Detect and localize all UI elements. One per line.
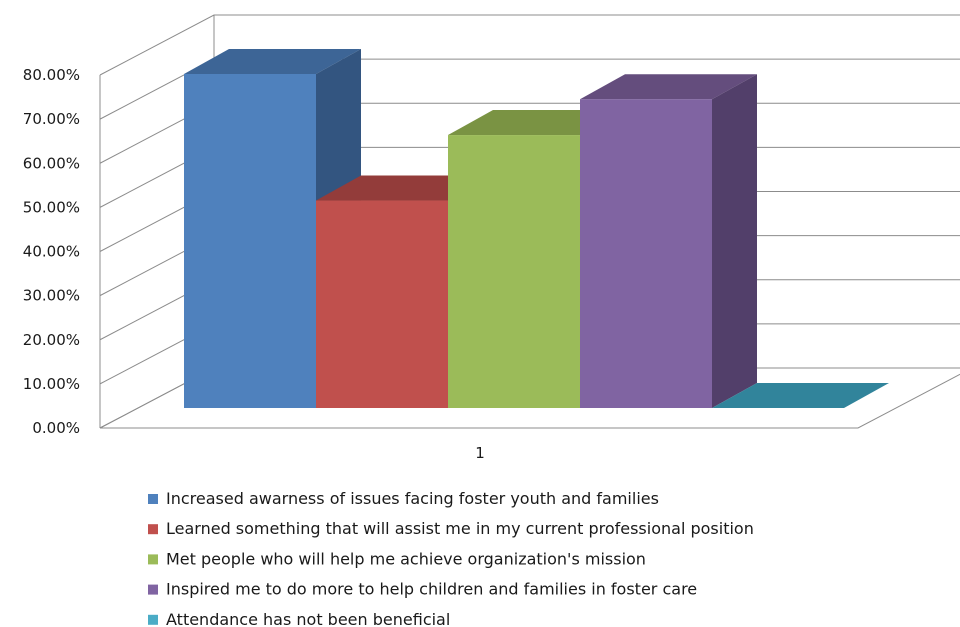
floor-edge bbox=[100, 373, 960, 429]
x-axis-tick-labels: 1 bbox=[475, 444, 485, 462]
legend-entry: Learned something that will assist me in… bbox=[148, 519, 754, 538]
legend-entry: Inspired me to do more to help children … bbox=[148, 580, 697, 599]
y-tick-label: 40.00% bbox=[23, 243, 80, 261]
bar-front-face bbox=[448, 135, 580, 408]
bar-5 bbox=[712, 383, 889, 408]
bar-front-face bbox=[580, 99, 712, 409]
legend-swatch bbox=[148, 494, 158, 504]
bar-front-face bbox=[316, 200, 448, 408]
legend-swatch bbox=[148, 524, 158, 535]
legend-label: Met people who will help me achieve orga… bbox=[166, 549, 646, 568]
legend-label: Increased awarness of issues facing fost… bbox=[166, 489, 659, 508]
legend-entry: Attendance has not been beneficial bbox=[148, 610, 450, 627]
y-axis-tick-labels: 0.00% 10.00% 20.00% 30.00% 40.00% 50.00% 60.00… bbox=[23, 66, 80, 437]
legend: Increased awarness of issues facing fost… bbox=[148, 489, 754, 627]
bar-top-face bbox=[580, 74, 757, 100]
y-tick-label: 0.00% bbox=[32, 419, 80, 437]
y-tick-label: 20.00% bbox=[23, 331, 80, 349]
legend-swatch bbox=[148, 584, 158, 595]
bar-top-face bbox=[712, 383, 889, 408]
x-tick-label: 1 bbox=[475, 444, 485, 462]
y-tick-label: 50.00% bbox=[23, 198, 80, 216]
legend-label: Learned something that will assist me in… bbox=[166, 519, 754, 538]
bar-front-face bbox=[184, 74, 316, 408]
bar-top-face bbox=[184, 49, 361, 74]
legend-entry: Met people who will help me achieve orga… bbox=[148, 549, 646, 568]
y-tick-label: 60.00% bbox=[23, 154, 80, 172]
y-tick-label: 30.00% bbox=[23, 287, 80, 305]
legend-swatch bbox=[148, 554, 158, 565]
bar-4 bbox=[580, 74, 757, 409]
y-tick-label: 10.00% bbox=[23, 375, 80, 393]
legend-entry: Increased awarness of issues facing fost… bbox=[148, 489, 659, 508]
legend-label: Attendance has not been beneficial bbox=[166, 610, 450, 627]
bar-side-face bbox=[712, 74, 757, 409]
legend-label: Inspired me to do more to help children … bbox=[166, 580, 697, 599]
bars bbox=[184, 49, 889, 409]
y-tick-label: 80.00% bbox=[23, 66, 80, 84]
legend-swatch bbox=[148, 614, 158, 625]
y-tick-label: 70.00% bbox=[23, 110, 80, 128]
